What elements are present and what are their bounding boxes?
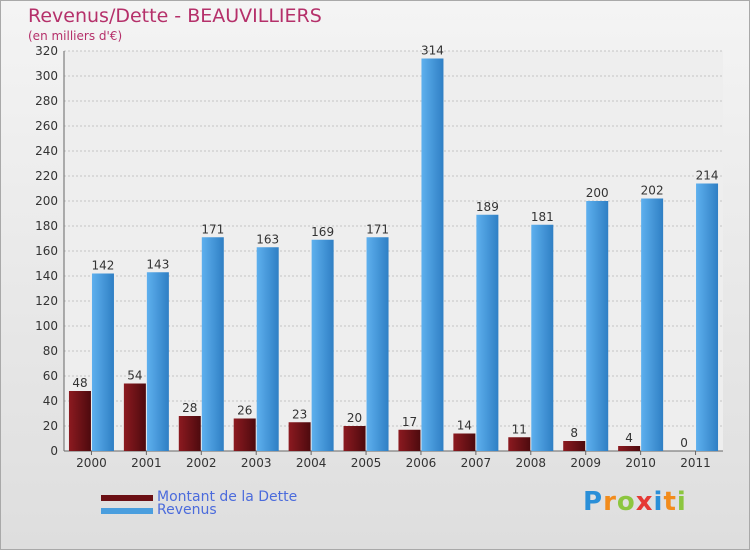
legend-swatch-dette: [101, 495, 153, 501]
y-tick-label: 240: [35, 144, 58, 158]
logo-letter: x: [635, 487, 654, 517]
bar-revenus: [641, 198, 664, 451]
bar-dette: [618, 446, 641, 451]
y-tick-label: 280: [35, 94, 58, 108]
legend-label-dette: Montant de la Dette: [157, 489, 298, 505]
data-label-revenus: 171: [366, 222, 389, 236]
y-tick-label: 300: [35, 69, 58, 83]
y-tick-label: 160: [35, 244, 58, 258]
y-tick-label: 220: [35, 169, 58, 183]
bar-dette: [123, 383, 146, 451]
bar-revenus: [531, 224, 554, 451]
logo-letter: i: [676, 487, 687, 517]
y-tick-label: 140: [35, 269, 58, 283]
data-label-dette: 26: [237, 404, 252, 418]
data-label-dette: 14: [457, 419, 472, 433]
bar-revenus: [696, 183, 719, 451]
bar-dette: [563, 441, 586, 451]
bar-revenus: [311, 239, 334, 451]
logo-letter: o: [616, 487, 636, 517]
y-tick-label: 80: [43, 344, 58, 358]
data-label-revenus: 189: [476, 200, 499, 214]
x-tick-label: 2004: [296, 456, 327, 470]
logo-letter: P: [583, 487, 604, 517]
data-label-dette: 28: [182, 401, 197, 415]
proxiti-logo: Proxiti: [583, 487, 687, 517]
data-label-dette: 48: [72, 376, 87, 390]
data-label-dette: 11: [512, 422, 527, 436]
logo-letter: i: [653, 487, 664, 517]
data-label-revenus: 214: [696, 169, 719, 183]
data-label-revenus: 163: [256, 232, 279, 246]
y-tick-label: 100: [35, 319, 58, 333]
x-tick-label: 2008: [516, 456, 547, 470]
bar-revenus: [256, 247, 279, 451]
x-tick-label: 2011: [680, 456, 711, 470]
y-tick-label: 40: [43, 394, 58, 408]
data-label-dette: 0: [680, 436, 688, 450]
data-label-revenus: 200: [586, 186, 609, 200]
y-tick-label: 260: [35, 119, 58, 133]
data-label-revenus: 143: [146, 257, 169, 271]
data-label-dette: 20: [347, 411, 362, 425]
data-label-dette: 8: [570, 426, 578, 440]
bar-revenus: [586, 201, 609, 451]
logo-letter: r: [603, 487, 617, 517]
y-tick-label: 120: [35, 294, 58, 308]
bar-revenus: [91, 273, 114, 451]
data-label-revenus: 142: [92, 259, 115, 273]
data-label-dette: 54: [127, 369, 142, 383]
bar-dette: [288, 422, 311, 451]
chart-subtitle: (en milliers d'€): [28, 29, 123, 43]
bar-dette: [343, 426, 366, 451]
data-label-revenus: 171: [201, 222, 224, 236]
data-label-dette: 4: [625, 431, 633, 445]
y-tick-label: 320: [35, 44, 58, 58]
chart-title: Revenus/Dette - BEAUVILLIERS: [28, 5, 322, 27]
data-label-revenus: 314: [421, 44, 444, 58]
bar-dette: [233, 418, 256, 451]
data-label-revenus: 181: [531, 210, 554, 224]
x-tick-label: 2010: [625, 456, 656, 470]
y-tick-label: 60: [43, 369, 58, 383]
bar-revenus: [366, 237, 389, 451]
y-tick-label: 180: [35, 219, 58, 233]
bar-dette: [508, 437, 531, 451]
bar-revenus: [146, 272, 169, 451]
legend-swatch-revenus: [101, 508, 153, 514]
bar-revenus: [476, 214, 499, 451]
logo-letter: t: [663, 487, 677, 517]
bar-revenus: [421, 58, 444, 451]
x-tick-label: 2003: [241, 456, 272, 470]
data-label-dette: 17: [402, 415, 417, 429]
bar-revenus: [201, 237, 224, 451]
bar-dette: [68, 391, 91, 451]
bar-dette: [453, 433, 476, 451]
x-tick-label: 2009: [570, 456, 601, 470]
data-label-dette: 23: [292, 407, 307, 421]
x-tick-label: 2005: [351, 456, 382, 470]
bar-dette: [178, 416, 201, 451]
data-label-revenus: 169: [311, 225, 334, 239]
x-tick-label: 2001: [131, 456, 162, 470]
x-tick-label: 2000: [76, 456, 107, 470]
legend-label-revenus: Revenus: [157, 502, 217, 518]
y-tick-label: 20: [43, 419, 58, 433]
x-tick-label: 2002: [186, 456, 217, 470]
bar-dette: [398, 429, 421, 451]
x-tick-label: 2006: [406, 456, 437, 470]
y-tick-label: 200: [35, 194, 58, 208]
x-tick-label: 2007: [461, 456, 492, 470]
y-tick-label: 0: [50, 444, 58, 458]
data-label-revenus: 202: [641, 184, 664, 198]
